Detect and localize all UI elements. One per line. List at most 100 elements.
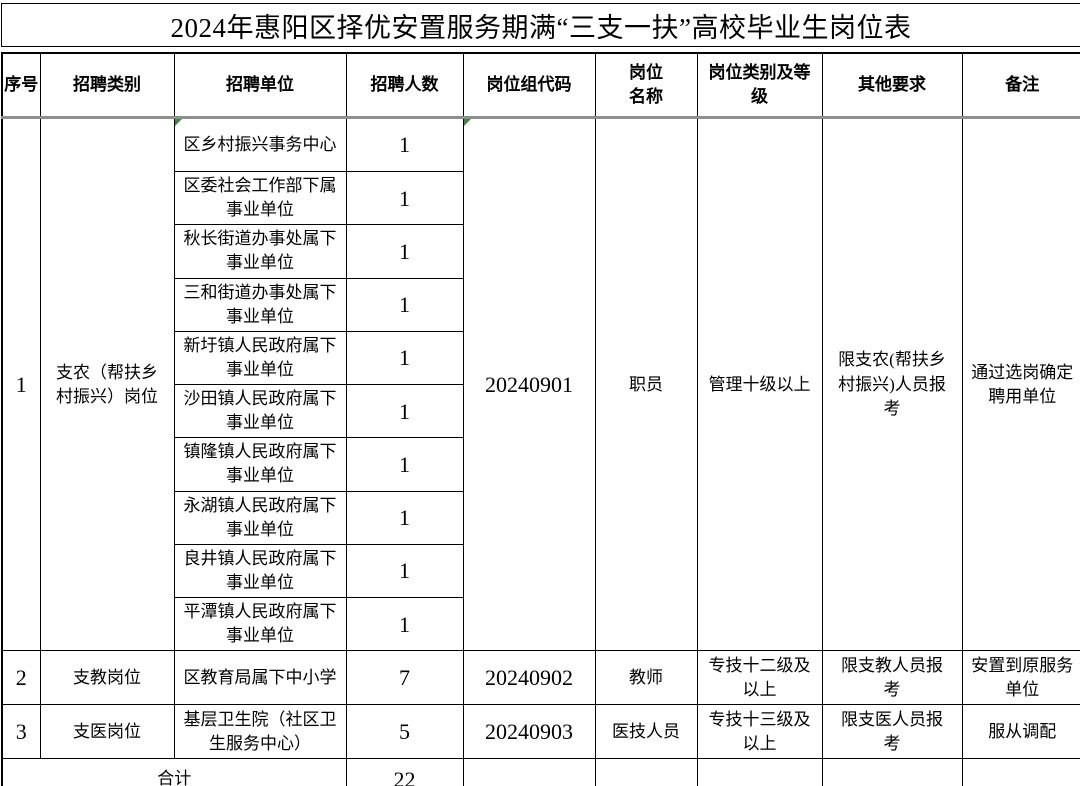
unit-count-text: 7 xyxy=(399,665,410,691)
cell-unit-count: 7 xyxy=(345,650,464,706)
unit-count-text: 1 xyxy=(399,238,410,264)
cell-unit-name: 秋长街道办事处属下事业单位 xyxy=(173,224,347,279)
cell-post-group1: 职员 xyxy=(594,116,698,652)
cell-unit-name: 平潭镇人民政府属下事业单位 xyxy=(173,596,347,652)
col-header-requirement: 其他要求 xyxy=(821,52,963,119)
col-header-post: 岗位 名称 xyxy=(594,52,698,119)
unit-name-text: 良井镇人民政府属下事业单位 xyxy=(183,548,337,592)
cell-unit-name: 三和街道办事处属下事业单位 xyxy=(173,277,347,332)
cell-unit-name: 镇隆镇人民政府属下事业单位 xyxy=(173,437,347,492)
cell-unit-count: 1 xyxy=(345,224,463,279)
col-header-grade: 岗位类别及等 级 xyxy=(696,52,823,119)
cell-total-label: 合计 xyxy=(1,758,347,786)
col-header-unit: 招聘单位 xyxy=(173,52,347,119)
cell-code-group1: 20240901 xyxy=(462,116,596,652)
empty-cell xyxy=(462,758,596,786)
table-row: 平潭镇人民政府属下事业单位 1 xyxy=(2,596,1080,652)
col-header-count: 招聘人数 xyxy=(345,52,464,119)
cell-grade-group2: 专技十二级及以上 xyxy=(696,650,823,706)
unit-name-text: 新圩镇人民政府属下事业单位 xyxy=(183,335,337,379)
note-text: 通过选岗确定聘用单位 xyxy=(971,362,1074,406)
unit-name-text: 基层卫生院（社区卫生服务中心） xyxy=(183,709,337,753)
cell-unit-count: 1 xyxy=(345,490,463,545)
cell-seq-group1: 1 xyxy=(1,116,41,652)
excel-error-indicator-icon xyxy=(175,119,182,126)
unit-name-text: 平潭镇人民政府属下事业单位 xyxy=(183,602,337,646)
table-row: 2 支教岗位 区教育局属下中小学 7 20240902 教师 专技十二级及以上 … xyxy=(1,650,1080,706)
unit-name-text: 三和街道办事处属下事业单位 xyxy=(183,282,337,326)
cell-unit-count: 5 xyxy=(345,704,464,760)
total-label-text: 合计 xyxy=(157,769,192,786)
cell-unit-count: 1 xyxy=(345,330,463,386)
cell-unit-name: 永湖镇人民政府属下事业单位 xyxy=(173,490,347,545)
unit-count-text: 1 xyxy=(399,451,410,477)
post-text: 职员 xyxy=(629,374,663,394)
cell-unit-name: 良井镇人民政府属下事业单位 xyxy=(173,543,347,599)
col-header-code: 岗位组代码 xyxy=(462,52,596,119)
table-row: 3 支医岗位 基层卫生院（社区卫生服务中心） 5 20240903 医技人员 专… xyxy=(1,704,1080,760)
table-row: 新圩镇人民政府属下事业单位 1 xyxy=(2,330,1080,386)
code-text: 20240902 xyxy=(485,665,573,691)
unit-name-text: 区教育局属下中小学 xyxy=(183,667,337,687)
unit-count-text: 1 xyxy=(399,398,410,424)
cell-note-group2: 安置到原服务单位 xyxy=(961,650,1080,706)
cell-note-group3: 服从调配 xyxy=(961,704,1080,760)
cell-requirement-group1: 限支农(帮扶乡村振兴)人员报考 xyxy=(821,116,963,652)
empty-cell xyxy=(696,758,823,786)
post-text: 医技人员 xyxy=(612,721,680,741)
unit-count-text: 1 xyxy=(399,505,410,530)
table-row: 三和街道办事处属下事业单位 1 xyxy=(2,277,1080,332)
page: 2024年惠阳区择优安置服务期满“三支一扶”高校毕业生岗位表 序号 招聘类别 招… xyxy=(0,3,1080,786)
cell-category-group1: 支农（帮扶乡村振兴）岗位 xyxy=(39,116,175,652)
unit-name-text: 区委社会工作部下属事业单位 xyxy=(183,176,337,220)
unit-count-text: 1 xyxy=(399,132,410,158)
category-text: 支农（帮扶乡村振兴）岗位 xyxy=(56,362,158,406)
cell-unit-name: 基层卫生院（社区卫生服务中心） xyxy=(173,704,347,760)
cell-unit-count: 1 xyxy=(345,543,463,599)
requirement-text: 限支农(帮扶乡村振兴)人员报考 xyxy=(838,350,946,418)
table-row: 永湖镇人民政府属下事业单位 1 xyxy=(2,490,1080,545)
unit-name-text: 永湖镇人民政府属下事业单位 xyxy=(183,495,337,539)
unit-name-text: 区乡村振兴事务中心 xyxy=(183,134,337,154)
page-title: 2024年惠阳区择优安置服务期满“三支一扶”高校毕业生岗位表 xyxy=(1,3,1080,47)
cell-unit-name: 沙田镇人民政府属下事业单位 xyxy=(173,383,347,439)
total-count-text: 22 xyxy=(393,766,416,786)
cell-seq-group2: 2 xyxy=(1,650,41,706)
empty-cell xyxy=(594,758,698,786)
unit-name-text: 镇隆镇人民政府属下事业单位 xyxy=(183,442,337,486)
cell-post-group2: 教师 xyxy=(594,650,698,706)
empty-cell xyxy=(961,758,1080,786)
unit-count-text: 1 xyxy=(399,611,410,637)
unit-name-text: 秋长街道办事处属下事业单位 xyxy=(183,229,337,273)
cell-post-group3: 医技人员 xyxy=(594,704,698,760)
unit-count-text: 1 xyxy=(399,292,410,317)
table-row: 1 支农（帮扶乡村振兴）岗位 区乡村振兴事务中心 1 20240901 职员 管… xyxy=(1,116,1080,652)
grade-text: 管理十级以上 xyxy=(708,374,811,394)
category-text: 支教岗位 xyxy=(73,667,141,687)
cell-code-group3: 20240903 xyxy=(462,704,596,760)
cell-category-group2: 支教岗位 xyxy=(39,650,175,706)
unit-count-text: 5 xyxy=(399,719,410,745)
requirement-text: 限支教人员报考 xyxy=(841,655,943,699)
cell-unit-name: 新圩镇人民政府属下事业单位 xyxy=(173,330,347,386)
cell-note-group1: 通过选岗确定聘用单位 xyxy=(961,116,1080,652)
cell-grade-group1: 管理十级以上 xyxy=(696,116,823,652)
grade-text: 专技十三级及以上 xyxy=(708,709,811,753)
note-text: 安置到原服务单位 xyxy=(971,655,1074,699)
cell-requirement-group3: 限支医人员报考 xyxy=(821,704,963,760)
cell-unit-count: 1 xyxy=(345,277,463,332)
header-row: 序号 招聘类别 招聘单位 招聘人数 岗位组代码 岗位 名称 岗位类别及等 级 其… xyxy=(1,52,1080,119)
unit-count-text: 1 xyxy=(399,558,410,584)
table-row: 秋长街道办事处属下事业单位 1 xyxy=(2,224,1080,279)
positions-table: 序号 招聘类别 招聘单位 招聘人数 岗位组代码 岗位 名称 岗位类别及等 级 其… xyxy=(1,52,1080,786)
seq-value: 3 xyxy=(15,719,27,745)
cell-unit-count: 1 xyxy=(345,383,463,439)
seq-value: 1 xyxy=(15,372,27,397)
cell-requirement-group2: 限支教人员报考 xyxy=(821,650,963,706)
empty-cell xyxy=(821,758,963,786)
cell-unit-count: 1 xyxy=(345,596,463,652)
col-header-category: 招聘类别 xyxy=(39,52,175,119)
table-row: 区委社会工作部下属事业单位 1 xyxy=(2,170,1080,226)
total-row: 合计 22 xyxy=(1,758,1080,786)
cell-unit-name: 区乡村振兴事务中心 xyxy=(173,117,347,172)
